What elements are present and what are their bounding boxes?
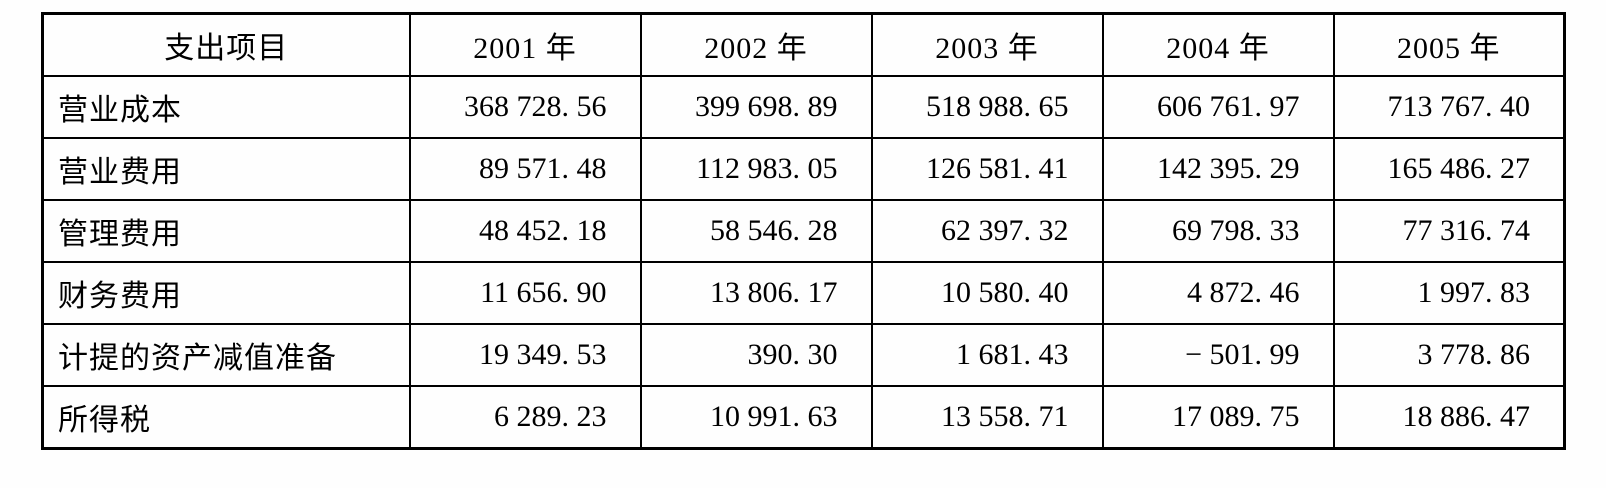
cell-value: 126 581. 41 [870, 137, 1104, 201]
column-header-year-2003: 2003 年 [870, 12, 1104, 77]
row-label: 营业费用 [41, 137, 411, 201]
cell-value: 13 806. 17 [639, 261, 873, 325]
column-header-item: 支出项目 [41, 12, 411, 77]
column-header-year-2005: 2005 年 [1332, 12, 1566, 77]
cell-value: 17 089. 75 [1101, 385, 1335, 450]
row-label: 营业成本 [41, 75, 411, 139]
table-row: 管理费用 48 452. 18 58 546. 28 62 397. 32 69… [41, 199, 1566, 263]
cell-value: 606 761. 97 [1101, 75, 1335, 139]
cell-value: 48 452. 18 [408, 199, 642, 263]
table-row: 计提的资产减值准备 19 349. 53 390. 30 1 681. 43 −… [41, 323, 1566, 387]
cell-value: 69 798. 33 [1101, 199, 1335, 263]
cell-value: 10 991. 63 [639, 385, 873, 450]
cell-value: 518 988. 65 [870, 75, 1104, 139]
cell-value: 399 698. 89 [639, 75, 873, 139]
column-header-year-2001: 2001 年 [408, 12, 642, 77]
cell-value: 62 397. 32 [870, 199, 1104, 263]
table-header-row: 支出项目 2001 年 2002 年 2003 年 2004 年 2005 年 [41, 12, 1566, 77]
cell-value: − 501. 99 [1101, 323, 1335, 387]
cell-value: 165 486. 27 [1332, 137, 1566, 201]
cell-value: 18 886. 47 [1332, 385, 1566, 450]
cell-value: 10 580. 40 [870, 261, 1104, 325]
table-row: 营业成本 368 728. 56 399 698. 89 518 988. 65… [41, 75, 1566, 139]
expense-table: 支出项目 2001 年 2002 年 2003 年 2004 年 2005 年 … [41, 12, 1566, 450]
cell-value: 368 728. 56 [408, 75, 642, 139]
cell-value: 6 289. 23 [408, 385, 642, 450]
cell-value: 3 778. 86 [1332, 323, 1566, 387]
cell-value: 112 983. 05 [639, 137, 873, 201]
row-label: 财务费用 [41, 261, 411, 325]
row-label: 管理费用 [41, 199, 411, 263]
table-row: 财务费用 11 656. 90 13 806. 17 10 580. 40 4 … [41, 261, 1566, 325]
cell-value: 89 571. 48 [408, 137, 642, 201]
cell-value: 58 546. 28 [639, 199, 873, 263]
cell-value: 13 558. 71 [870, 385, 1104, 450]
table-row: 营业费用 89 571. 48 112 983. 05 126 581. 41 … [41, 137, 1566, 201]
row-label: 计提的资产减值准备 [41, 323, 411, 387]
cell-value: 1 681. 43 [870, 323, 1104, 387]
cell-value: 19 349. 53 [408, 323, 642, 387]
column-header-year-2004: 2004 年 [1101, 12, 1335, 77]
cell-value: 390. 30 [639, 323, 873, 387]
cell-value: 4 872. 46 [1101, 261, 1335, 325]
cell-value: 142 395. 29 [1101, 137, 1335, 201]
cell-value: 77 316. 74 [1332, 199, 1566, 263]
row-label: 所得税 [41, 385, 411, 450]
cell-value: 1 997. 83 [1332, 261, 1566, 325]
column-header-year-2002: 2002 年 [639, 12, 873, 77]
table-row: 所得税 6 289. 23 10 991. 63 13 558. 71 17 0… [41, 385, 1566, 450]
cell-value: 11 656. 90 [408, 261, 642, 325]
cell-value: 713 767. 40 [1332, 75, 1566, 139]
